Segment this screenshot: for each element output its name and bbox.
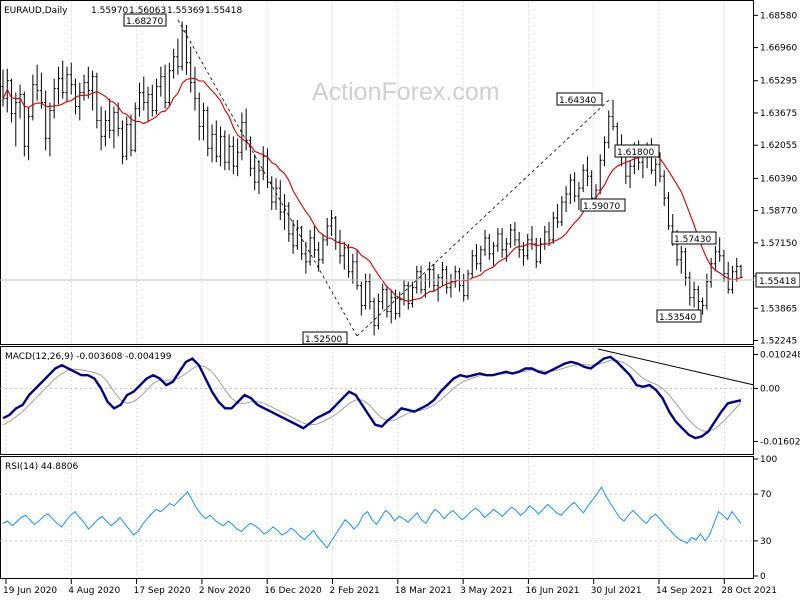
- annotation-box: [656, 309, 702, 323]
- price-annotations: 1.68270 1.64340 1.61800 1.59070 1.57430 1.535…: [123, 13, 717, 345]
- price-panel-frame: [0, 0, 754, 345]
- ohlc-open: 1.55970: [91, 6, 128, 16]
- macd-panel-title: MACD(12,26,9) -0.003608 -0.004199: [5, 352, 172, 362]
- macd-y-tick-label: 0.00: [760, 384, 780, 394]
- current-price-box: [755, 272, 800, 288]
- macd-panel-frame: [0, 346, 754, 455]
- price-y-tick-label: 1.58770: [760, 207, 797, 217]
- price-y-tick-label: 1.68580: [760, 11, 797, 21]
- rsi-y-tick-label: 70: [760, 490, 772, 500]
- annotation-label: 1.57430: [674, 235, 711, 245]
- price-y-tick-label: 1.62055: [760, 141, 797, 151]
- macd-trendline: [597, 348, 755, 386]
- annotation-box: [614, 144, 660, 158]
- macd-gridlines: [5, 348, 725, 454]
- annotation-box: [123, 13, 167, 27]
- x-tick-label: 3 May 2021: [460, 586, 513, 596]
- macd-line: [2, 355, 742, 440]
- annotation-box: [671, 231, 717, 245]
- rsi-panel-title: RSI(14) 44.8806: [5, 462, 78, 472]
- x-tick-label: 4 Aug 2020: [68, 586, 120, 596]
- rsi-panel-frame: [0, 456, 754, 579]
- watermark-text: ActionForex.com: [312, 78, 500, 106]
- rsi-y-axis: 100 70 30 0: [0, 455, 777, 582]
- x-tick-label: 2 Nov 2020: [199, 586, 251, 596]
- annotation-label: 1.59070: [583, 202, 620, 212]
- price-panel-title: EURAUD,Daily: [4, 6, 68, 16]
- downtrend-line: [177, 19, 358, 337]
- ohlc-low: 1.55369: [167, 6, 204, 16]
- annotation-box: [556, 92, 603, 106]
- x-tick-label: 16 Jun 2021: [525, 586, 579, 596]
- ohlc-high: 1.56063: [129, 6, 166, 16]
- x-tick-label: 16 Dec 2020: [264, 586, 322, 596]
- x-tick-label: 19 Jun 2020: [3, 586, 57, 596]
- x-tick-label: 30 Jul 2021: [591, 586, 642, 596]
- macd-y-tick-label: -0.016023: [760, 437, 800, 447]
- current-price-label: 1.55418: [759, 277, 796, 287]
- price-y-tick-label: 1.65295: [760, 77, 797, 87]
- price-y-axis: 1.68580 1.66960 1.65295 1.63675 1.62055 1.603…: [754, 11, 797, 347]
- annotation-label: 1.64340: [559, 96, 596, 106]
- price-y-tick-label: 1.66960: [760, 44, 797, 54]
- macd-y-axis: 0.010248 0.00 -0.016023: [0, 350, 800, 447]
- x-tick-label: 28 Oct 2021: [721, 586, 777, 596]
- annotation-label: 1.53540: [659, 313, 696, 323]
- price-y-tick-label: 1.57150: [760, 239, 797, 249]
- annotation-label: 1.52500: [305, 335, 342, 345]
- x-tick-label: 14 Sep 2021: [656, 586, 713, 596]
- x-tick-label: 18 Mar 2021: [395, 586, 452, 596]
- x-tick-label: 17 Sep 2020: [134, 586, 191, 596]
- annotation-label: 1.68270: [126, 17, 163, 27]
- price-y-tick-label: 1.53865: [760, 304, 797, 314]
- annotation-label: 1.61800: [617, 148, 654, 158]
- moving-average-line: [2, 77, 742, 302]
- annotation-box: [580, 198, 626, 212]
- price-y-tick-label: 1.60390: [760, 174, 797, 184]
- macd-signal-line: [2, 359, 742, 433]
- macd-y-tick-label: 0.010248: [760, 350, 800, 360]
- ohlc-close: 1.55418: [205, 6, 242, 16]
- annotation-box: [302, 331, 348, 345]
- price-y-tick-label: 1.63675: [760, 109, 797, 119]
- x-axis: 19 Jun 2020 4 Aug 2020 17 Sep 2020 2 Nov 20…: [3, 579, 777, 596]
- rsi-y-tick-label: 30: [760, 537, 772, 547]
- rsi-y-tick-label: 100: [760, 455, 777, 465]
- rsi-line: [2, 486, 742, 549]
- x-tick-label: 2 Feb 2021: [330, 586, 380, 596]
- rsi-y-tick-label: 0: [760, 572, 766, 582]
- price-y-tick-label: 1.52245: [760, 337, 797, 347]
- price-gridlines: [5, 2, 725, 344]
